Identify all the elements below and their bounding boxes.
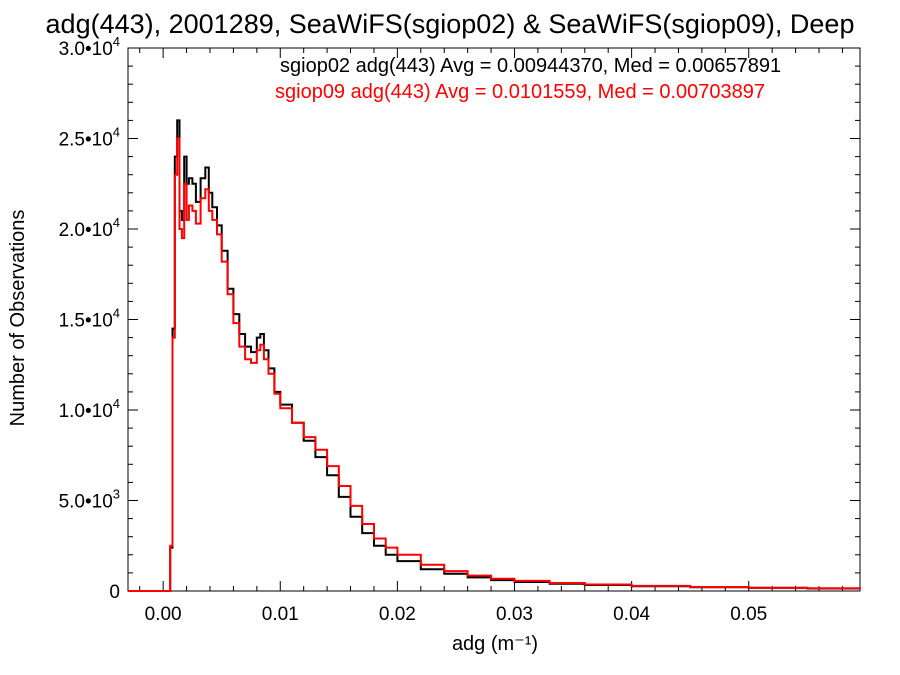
plot-frame [127, 47, 861, 592]
y-tick-exponent: 3 [113, 487, 120, 502]
y-tick-exponent: 4 [113, 34, 120, 49]
y-tick-exponent: 4 [113, 396, 120, 411]
axes: 0.00 0.01 0.02 0.03 0.04 0.0505.0•1031.0•1041… [59, 34, 861, 625]
x-tick-label: 0.03 [496, 604, 533, 625]
stats-annotation-sgiop02: sgiop02 adg(443) Avg = 0.00944370, Med =… [280, 55, 781, 77]
y-tick-mantissa: 2.0•10 [59, 220, 113, 241]
y-tick-mantissa: 3.0•10 [59, 39, 113, 60]
y-tick-label: 3.0•104 [59, 34, 120, 60]
x-tick-label: 0.02 [379, 604, 416, 625]
x-tick-label: 0.04 [613, 604, 650, 625]
y-tick-mantissa: 0 [109, 582, 120, 603]
y-axis-label: Number of Observations [7, 210, 29, 427]
chart-title: adg(443), 2001289, SeaWiFS(sgiop02) & Se… [46, 9, 855, 39]
y-tick-mantissa: 2.5•10 [59, 130, 113, 151]
y-tick-label: 2.5•104 [59, 125, 120, 151]
stats-annotation-sgiop09: sgiop09 adg(443) Avg = 0.0101559, Med = … [275, 81, 765, 103]
y-tick-exponent: 4 [113, 215, 120, 230]
y-tick-label: 1.0•104 [59, 396, 120, 422]
y-tick-label: 0 [109, 582, 120, 603]
y-tick-exponent: 4 [113, 125, 120, 140]
y-tick-label: 5.0•103 [59, 487, 120, 513]
y-tick-mantissa: 1.0•10 [59, 401, 113, 422]
histogram-series-0 [128, 119, 861, 592]
x-tick-label: 0.00 [145, 604, 182, 625]
x-axis-label: adg (m⁻¹) [452, 633, 538, 655]
histogram-series-1 [128, 137, 861, 592]
y-tick-label: 1.5•104 [59, 306, 120, 332]
y-tick-mantissa: 1.5•10 [59, 311, 113, 332]
x-tick-label: 0.01 [262, 604, 299, 625]
y-tick-exponent: 4 [113, 306, 120, 321]
y-tick-mantissa: 5.0•10 [59, 492, 113, 513]
data-series [128, 119, 861, 592]
x-tick-label: 0.05 [730, 604, 767, 625]
y-tick-label: 2.0•104 [59, 215, 120, 241]
